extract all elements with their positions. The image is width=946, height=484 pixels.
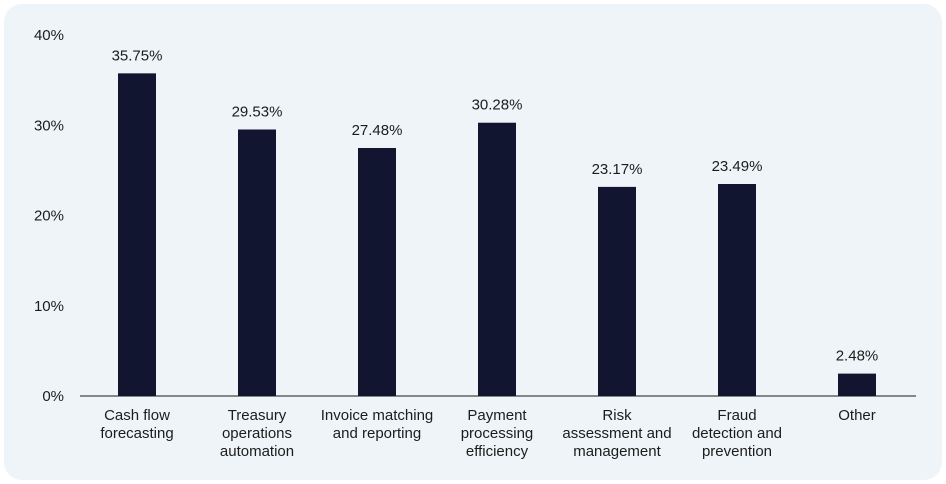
- bar: [598, 186, 636, 396]
- bar: [118, 73, 156, 396]
- x-tick-label: processing: [461, 425, 534, 442]
- bar: [358, 147, 396, 396]
- data-label: 23.17%: [592, 161, 643, 178]
- bar: [238, 129, 276, 396]
- x-tick-label: forecasting: [100, 425, 173, 442]
- x-tick-label: management: [573, 443, 661, 460]
- y-tick-label: 0%: [42, 388, 64, 405]
- x-tick-label: operations: [222, 425, 292, 442]
- x-tick-label: Cash flow: [104, 407, 170, 424]
- y-tick-label: 40%: [34, 27, 64, 44]
- x-tick-label: assessment and: [562, 425, 671, 442]
- bar: [838, 373, 876, 396]
- bars: [118, 73, 876, 397]
- x-tick-label: Fraud: [717, 407, 756, 424]
- data-label: 29.53%: [232, 103, 283, 120]
- data-label: 35.75%: [112, 47, 163, 64]
- data-label: 30.28%: [472, 97, 523, 114]
- x-tick-label: Risk: [602, 407, 632, 424]
- x-tick-label: Payment: [467, 407, 527, 424]
- data-label: 23.49%: [712, 158, 763, 175]
- y-tick-label: 10%: [34, 298, 64, 315]
- x-tick-label: Other: [838, 407, 876, 424]
- chart-card: [4, 4, 942, 480]
- bar: [718, 184, 756, 396]
- data-label: 27.48%: [352, 122, 403, 139]
- x-tick-label: efficiency: [466, 443, 529, 460]
- x-tick-label: automation: [220, 443, 294, 460]
- data-label: 2.48%: [836, 348, 879, 365]
- x-tick-label: and reporting: [333, 425, 421, 442]
- bar: [478, 122, 516, 397]
- y-tick-label: 30%: [34, 117, 64, 134]
- x-tick-label: Invoice matching: [321, 407, 434, 424]
- x-tick-label: prevention: [702, 443, 772, 460]
- x-tick-label: Treasury: [228, 407, 287, 424]
- y-tick-label: 20%: [34, 208, 64, 225]
- value-labels: 35.75% 29.53% 27.48% 30.28% 23.17% 23.49% 2.48…: [112, 47, 879, 364]
- x-tick-label: detection and: [692, 425, 782, 442]
- y-axis: 0% 10% 20% 30% 40%: [34, 27, 64, 405]
